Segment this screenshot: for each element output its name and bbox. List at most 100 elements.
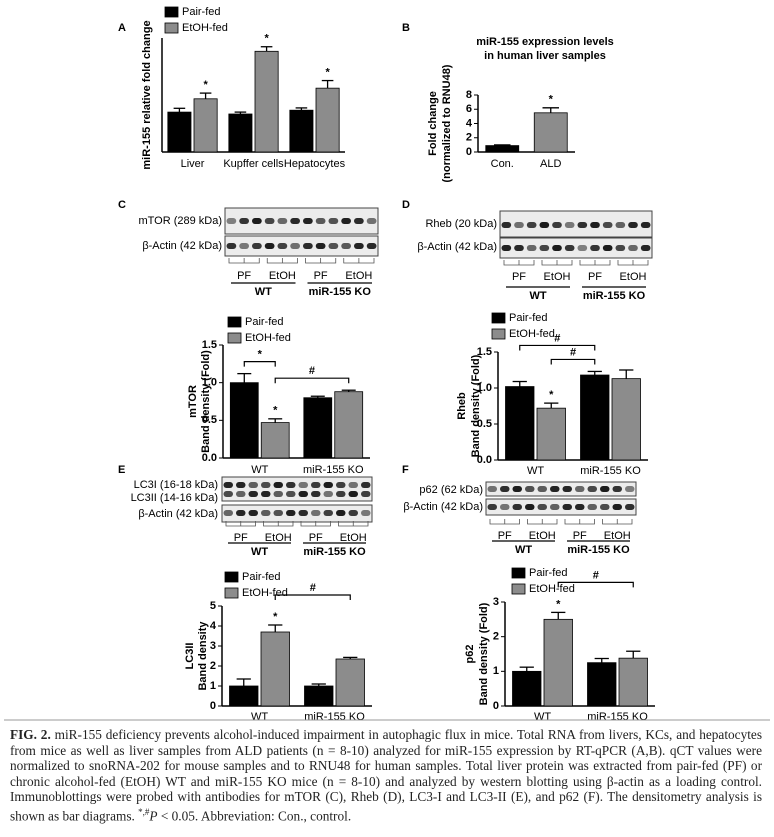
blot-band (223, 491, 233, 497)
legend-label: Pair-fed (182, 6, 221, 18)
blot-band (226, 218, 237, 224)
blot-band (526, 245, 537, 251)
lane-label: EtOH (345, 270, 372, 282)
blot-band (564, 222, 575, 228)
lane-label: EtOH (620, 271, 647, 283)
lane-bracket (489, 519, 520, 525)
y-tick-label: 2 (466, 132, 472, 144)
lane-label: PF (573, 530, 587, 542)
panel-letter: B (402, 22, 410, 34)
lane-bracket (338, 521, 369, 527)
blot-band (248, 510, 258, 516)
chart-title: in human liver samples (484, 50, 606, 62)
blot-band (341, 218, 351, 224)
group-label: WT (529, 290, 546, 302)
bar (167, 111, 192, 153)
y-axis-label: Band density (Fold) (470, 354, 482, 457)
y-tick-label: 8 (466, 89, 472, 101)
blot-band (261, 510, 271, 516)
bar (611, 378, 641, 461)
blot-band (587, 486, 597, 492)
blot-band (575, 486, 585, 492)
y-tick-label: 5 (210, 600, 216, 612)
panel-letter: C (118, 199, 126, 211)
blot-band (361, 491, 371, 497)
blot-band (564, 245, 575, 251)
blot-band (303, 218, 313, 224)
lane-label: PF (512, 271, 526, 283)
group-label: WT (515, 544, 532, 556)
significance-marker: * (325, 66, 330, 78)
blot-band (625, 504, 635, 510)
blot-membrane (499, 210, 653, 238)
blot-band (286, 491, 296, 497)
x-tick-label: WT (534, 711, 551, 722)
blot-band (286, 510, 296, 516)
blot-row-label: LC3I (16-18 kDa) (134, 479, 218, 491)
blot-band (239, 218, 249, 224)
blot-row-label: Rheb (20 kDa) (425, 218, 497, 230)
blot-band (277, 243, 288, 249)
blot-band (512, 504, 522, 510)
blot-row-label: β-Actin (42 kDa) (138, 508, 218, 520)
blot-band (223, 510, 233, 516)
blot-row-label: p62 (62 kDa) (419, 484, 483, 496)
lane-bracket (228, 258, 260, 264)
caption: FIG. 2. miR-155 deficiency prevents alco… (10, 727, 762, 824)
bracket-label: # (554, 332, 560, 344)
group-label: miR-155 KO (309, 286, 372, 298)
lane-label: PF (314, 270, 328, 282)
lane-label: PF (588, 271, 602, 283)
lane-label: EtOH (269, 270, 296, 282)
caption-label: FIG. 2. (10, 727, 51, 742)
x-tick-label: WT (527, 465, 544, 477)
blot-membrane (485, 481, 637, 497)
blot-band (366, 218, 377, 224)
y-tick-label: 1.0 (477, 382, 492, 394)
significance-marker: * (203, 79, 208, 91)
legend-swatch (227, 316, 242, 328)
legend-label: Pair-fed (529, 567, 568, 579)
y-axis-label: LC3II (184, 643, 196, 670)
panel-letter: D (402, 199, 410, 211)
blot-band (323, 491, 333, 497)
blot-band (501, 245, 512, 251)
bracket-label: # (309, 365, 315, 377)
significance-bracket (243, 361, 276, 367)
blot-band (348, 491, 358, 497)
bar (260, 422, 290, 459)
y-axis-label: miR-155 relative fold change (141, 20, 153, 169)
y-axis-label: Band density (197, 621, 209, 691)
x-tick-label: Hepatocytes (284, 158, 346, 170)
blot-band (500, 486, 510, 492)
y-tick-label: 0.5 (202, 414, 217, 426)
blot-band (273, 510, 283, 516)
bar (303, 397, 333, 459)
bar (618, 657, 648, 707)
blot-band (226, 243, 237, 249)
blot-band (539, 245, 550, 251)
blot-band (525, 486, 535, 492)
blot-band (323, 510, 333, 516)
lane-label: EtOH (529, 530, 556, 542)
legend-swatch (511, 567, 526, 579)
blot-row-label: mTOR (289 kDa) (138, 215, 222, 227)
significance-marker: * (273, 611, 278, 623)
legend-swatch (164, 22, 179, 34)
blot-row-label: β-Actin (42 kDa) (417, 241, 497, 253)
blot-band (354, 243, 364, 249)
y-tick-label: 2 (210, 660, 216, 672)
blot-band (298, 491, 308, 497)
bar (587, 662, 617, 707)
blot-band (590, 222, 600, 228)
bracket-label: # (570, 346, 576, 358)
significance-marker: * (549, 389, 554, 401)
y-axis-label: p62 (464, 645, 476, 664)
blot-band (361, 482, 371, 488)
lane-bracket (266, 258, 298, 264)
x-tick-label: WT (251, 464, 268, 476)
blot-band (514, 222, 524, 228)
bar (315, 87, 340, 153)
lane-bracket (343, 258, 375, 264)
